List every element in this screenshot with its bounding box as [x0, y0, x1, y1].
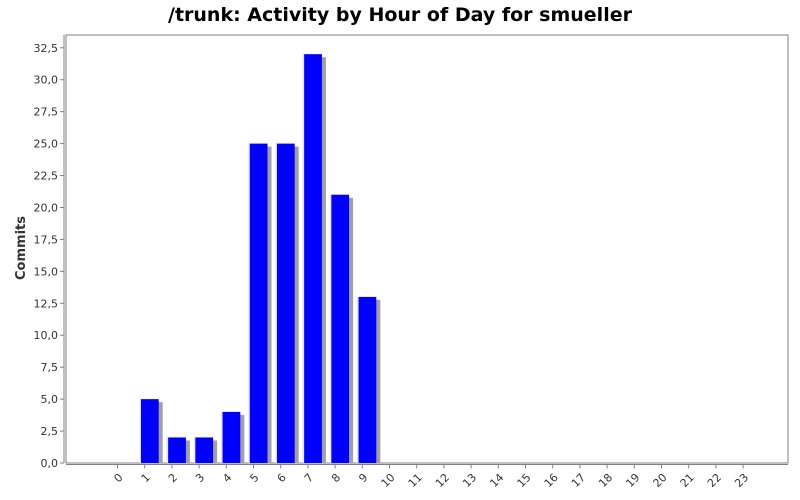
y-tick-label: 20,0 [34, 201, 59, 214]
bar-hour-7 [302, 54, 322, 463]
bar-hour-2 [166, 437, 186, 463]
bar-hour-4 [221, 411, 241, 463]
bars [139, 54, 381, 464]
bar-hour-6 [275, 143, 295, 463]
y-tick-label: 25,0 [34, 138, 59, 151]
x-tick-label: 5 [247, 471, 261, 485]
x-tick-label: 11 [406, 471, 425, 490]
x-tick-label: 19 [623, 471, 642, 490]
x-tick-label: 10 [379, 471, 398, 490]
y-tick-label: 27,5 [34, 106, 59, 119]
x-tick-label: 9 [356, 471, 370, 485]
y-tick-label: 0,0 [41, 457, 59, 470]
y-axis-label: Commits [14, 216, 29, 280]
x-tick-label: 0 [111, 471, 125, 485]
x-tick-label: 15 [515, 471, 534, 490]
y-tick-label: 32,5 [34, 42, 59, 55]
x-tick-label: 23 [732, 471, 751, 490]
x-tick-label: 2 [166, 471, 180, 485]
x-tick-label: 3 [193, 471, 207, 485]
y-tick-label: 12,5 [34, 297, 59, 310]
x-tick-label: 12 [433, 471, 452, 490]
chart-title: /trunk: Activity by Hour of Day for smue… [168, 4, 633, 26]
x-tick-label: 14 [487, 471, 506, 490]
y-tick-label: 17,5 [34, 233, 59, 246]
y-tick-label: 2,5 [41, 425, 59, 438]
x-tick-label: 6 [275, 471, 289, 485]
y-tick-label: 10,0 [34, 329, 59, 342]
x-axis: 0 1 2 3 4 5 6 7 8 9 10 11 12 13 14 15 16 17 18 19 20 21 22 23 [66, 464, 788, 490]
x-tick-label: 20 [651, 471, 670, 490]
y-tick-label: 30,0 [34, 74, 59, 87]
x-tick-label: 7 [302, 471, 316, 485]
x-tick-label: 8 [329, 471, 343, 485]
x-tick-label: 21 [678, 471, 697, 490]
x-tick-label: 22 [705, 471, 724, 490]
bar-hour-1 [139, 399, 159, 463]
y-axis: 0,0 2,5 5,0 7,5 10,0 12,5 15,0 17,5 20,0 22,5 25,0… [34, 35, 65, 470]
bar-hour-8 [330, 194, 350, 464]
x-tick-label: 4 [220, 471, 234, 485]
x-tick-label: 18 [596, 471, 615, 490]
x-tick-label: 16 [542, 471, 561, 490]
plot-area [65, 34, 789, 464]
y-tick-label: 5,0 [41, 393, 59, 406]
y-tick-label: 15,0 [34, 265, 59, 278]
x-tick-label: 1 [139, 471, 153, 485]
bar-hour-9 [357, 296, 377, 463]
bar-hour-5 [248, 143, 268, 463]
y-tick-label: 7,5 [41, 361, 59, 374]
y-tick-label: 22,5 [34, 170, 59, 183]
x-tick-label: 17 [569, 471, 588, 490]
bar-hour-3 [194, 437, 214, 463]
x-tick-label: 13 [460, 471, 479, 490]
